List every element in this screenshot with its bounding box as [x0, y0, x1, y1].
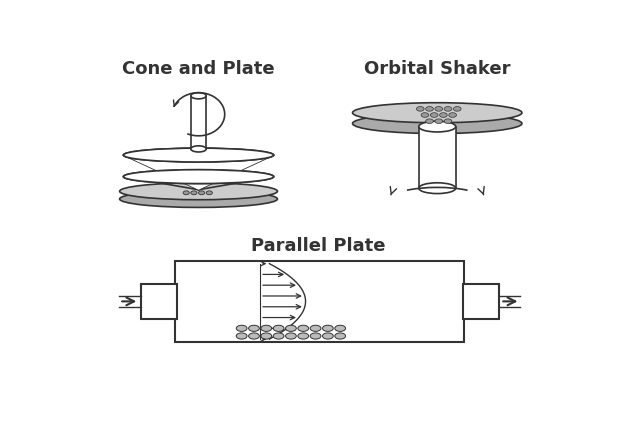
Ellipse shape	[298, 333, 309, 339]
Ellipse shape	[120, 183, 278, 200]
Ellipse shape	[298, 325, 309, 331]
Ellipse shape	[440, 113, 447, 117]
Ellipse shape	[322, 333, 333, 339]
Bar	[463, 284, 499, 319]
Ellipse shape	[183, 191, 189, 195]
Ellipse shape	[419, 183, 456, 193]
Ellipse shape	[236, 325, 247, 331]
Bar	[141, 284, 177, 319]
Ellipse shape	[191, 191, 197, 195]
Ellipse shape	[191, 93, 206, 99]
Ellipse shape	[335, 325, 346, 331]
Ellipse shape	[421, 113, 428, 117]
Ellipse shape	[199, 191, 205, 195]
Ellipse shape	[261, 333, 271, 339]
Ellipse shape	[120, 190, 278, 207]
Bar	[191, 96, 206, 149]
Ellipse shape	[453, 106, 461, 111]
Ellipse shape	[124, 148, 274, 162]
Ellipse shape	[248, 325, 260, 331]
Ellipse shape	[124, 148, 274, 162]
Text: Cone and Plate: Cone and Plate	[122, 60, 275, 78]
Ellipse shape	[335, 333, 346, 339]
Ellipse shape	[353, 113, 522, 133]
Ellipse shape	[273, 333, 284, 339]
Ellipse shape	[430, 113, 438, 117]
Ellipse shape	[435, 119, 443, 124]
Ellipse shape	[353, 103, 522, 123]
Ellipse shape	[444, 106, 452, 111]
Ellipse shape	[425, 106, 433, 111]
Ellipse shape	[273, 325, 284, 331]
Polygon shape	[124, 155, 274, 190]
Ellipse shape	[124, 170, 274, 184]
Ellipse shape	[236, 333, 247, 339]
Ellipse shape	[286, 333, 296, 339]
Ellipse shape	[322, 325, 333, 331]
Ellipse shape	[286, 325, 296, 331]
Ellipse shape	[124, 170, 274, 184]
Ellipse shape	[248, 333, 260, 339]
Bar	[175, 261, 464, 342]
Text: Orbital Shaker: Orbital Shaker	[364, 60, 510, 78]
Ellipse shape	[417, 106, 424, 111]
Ellipse shape	[310, 333, 321, 339]
Ellipse shape	[449, 113, 456, 117]
Ellipse shape	[206, 191, 212, 195]
Ellipse shape	[310, 325, 321, 331]
Ellipse shape	[425, 119, 433, 124]
Bar	[419, 127, 456, 188]
Ellipse shape	[419, 121, 456, 132]
Ellipse shape	[444, 119, 452, 124]
Text: Parallel Plate: Parallel Plate	[251, 237, 385, 256]
Ellipse shape	[191, 146, 206, 152]
Ellipse shape	[261, 325, 271, 331]
Ellipse shape	[435, 106, 443, 111]
